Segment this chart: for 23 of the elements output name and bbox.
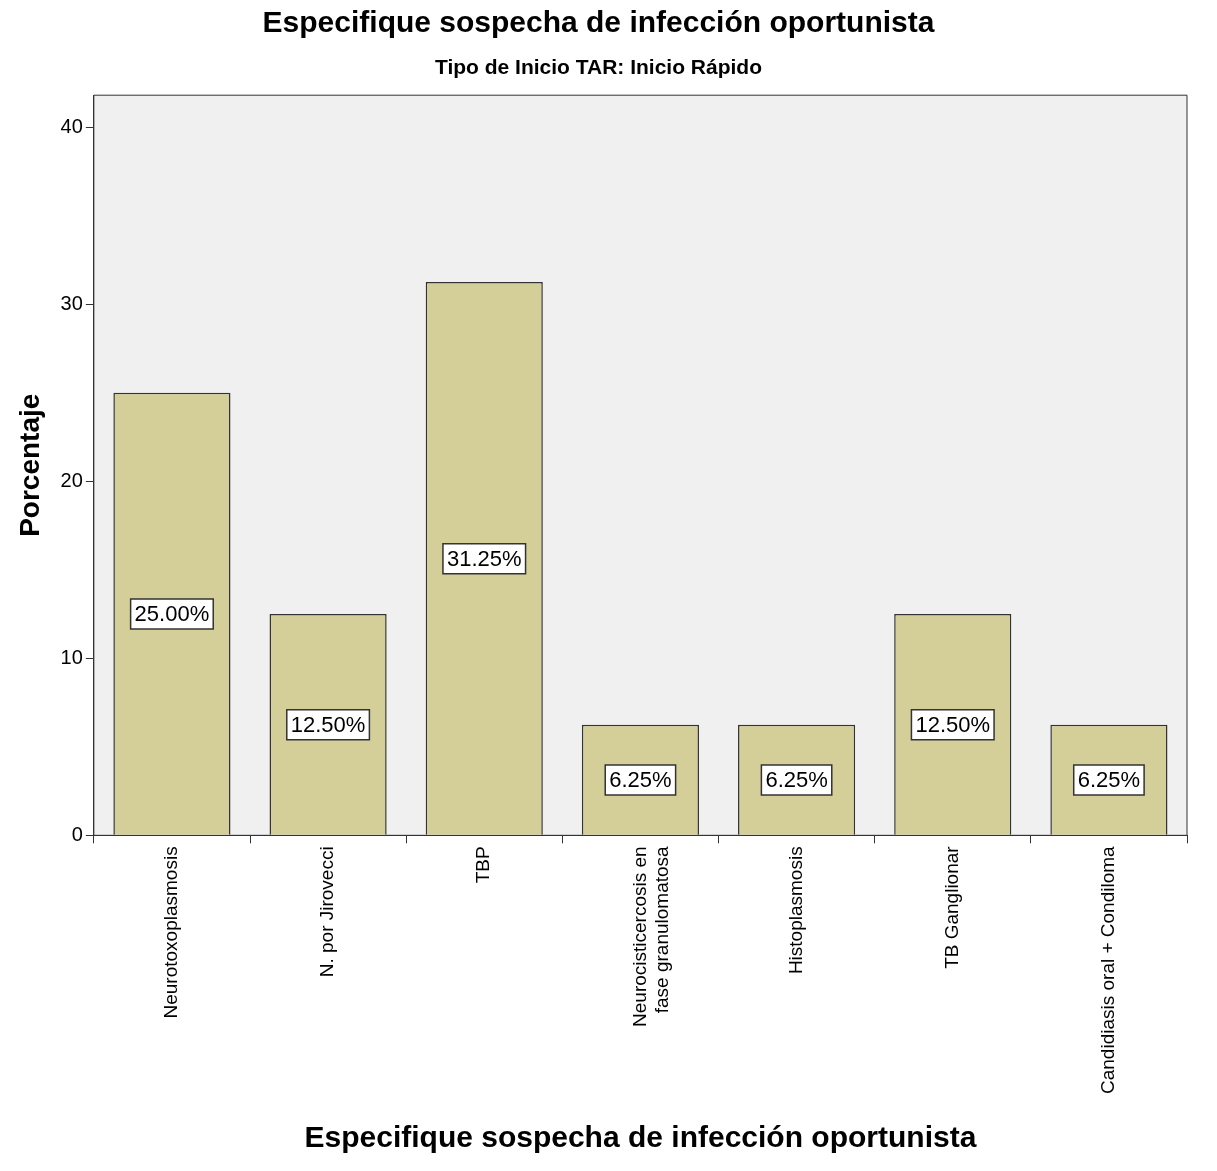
x-tick-label: Neurotoxoplasmosis — [160, 846, 182, 1019]
data-label: 12.50% — [915, 711, 991, 737]
data-label: 6.25% — [609, 767, 672, 793]
chart-subtitle: Tipo de Inicio TAR: Inicio Rápido — [434, 55, 763, 79]
y-tick-label: 0 — [71, 822, 83, 845]
x-tick-label: TBP — [472, 846, 494, 884]
y-tick-label: 10 — [60, 645, 83, 668]
data-label: 6.25% — [1077, 767, 1141, 793]
y-tick-label: 20 — [60, 468, 83, 491]
data-label: 6.25% — [765, 767, 828, 793]
x-tick-label: Histoplasmosis — [784, 846, 806, 975]
data-label: 31.25% — [446, 545, 522, 571]
data-label: 25.00% — [134, 601, 210, 627]
data-label: 12.50% — [290, 711, 366, 737]
x-tick-label: Candidiasis oral + Condiloma — [1097, 845, 1119, 1095]
x-tick-label: N. por Jirovecci — [316, 846, 338, 978]
x-axis-title: Especifique sospecha de infección oportunista — [304, 1120, 977, 1154]
y-axis-title: Porcentaje — [13, 393, 45, 537]
y-tick-label: 30 — [60, 291, 83, 314]
x-tick-label: Neurocisticercosis en fase granulomatosa — [628, 845, 673, 1027]
x-tick-label: TB Ganglionar — [940, 845, 962, 969]
y-tick-label: 40 — [60, 114, 83, 137]
chart-title: Especifique sospecha de infección oportunista — [262, 5, 935, 39]
